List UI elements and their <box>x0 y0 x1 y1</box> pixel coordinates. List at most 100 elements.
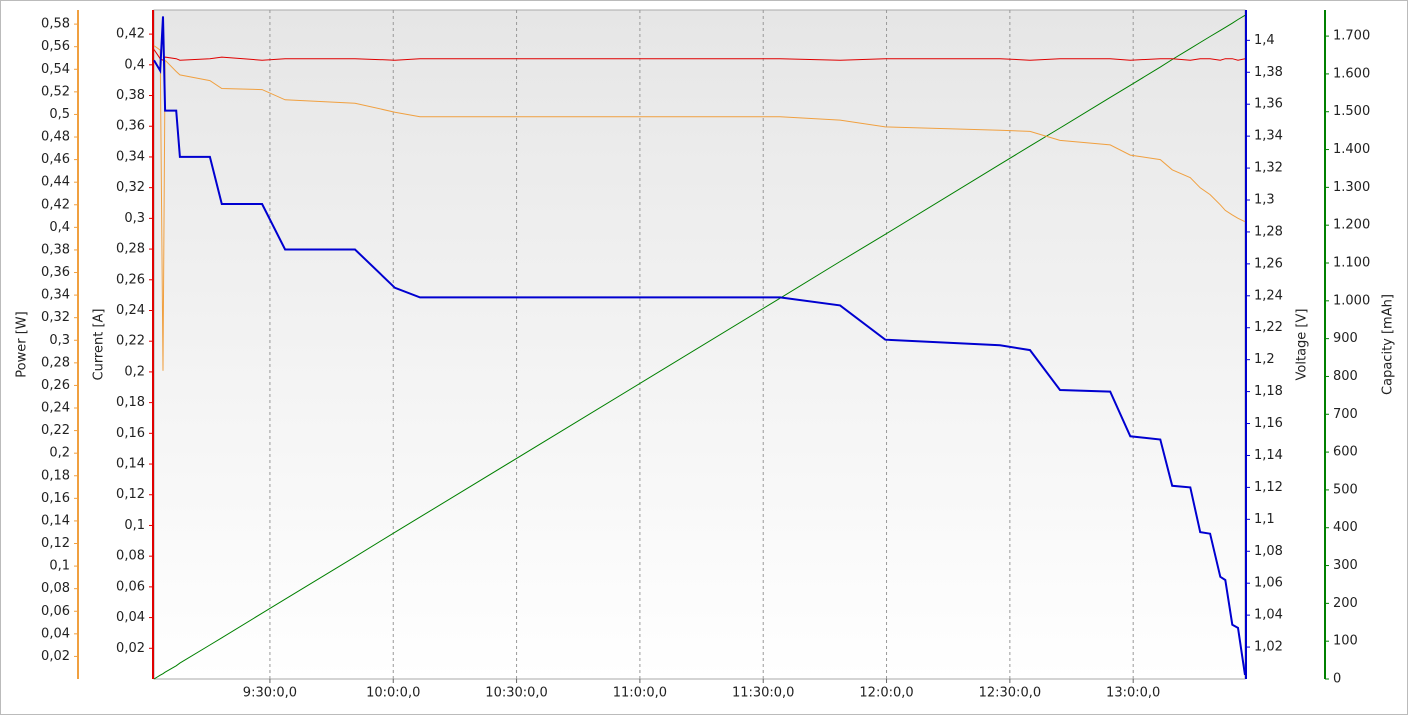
y-tick-label: 0,14 <box>41 513 70 528</box>
y-tick-label: 0,02 <box>41 649 70 664</box>
y-tick-label: 800 <box>1333 369 1358 384</box>
y-tick-label: 1,06 <box>1254 576 1283 591</box>
y-tick-label: 0,22 <box>116 334 145 349</box>
y-tick-label: 1.600 <box>1333 66 1370 81</box>
y-tick-label: 0,58 <box>41 17 70 32</box>
y-tick-label: 1,18 <box>1254 384 1283 399</box>
y-tick-label: 200 <box>1333 596 1358 611</box>
y-tick-label: 300 <box>1333 558 1358 573</box>
y-tick-label: 0,42 <box>116 27 145 42</box>
x-tick-label: 10:0:0,0 <box>366 686 420 701</box>
y-tick-label: 1,32 <box>1254 161 1283 176</box>
y-tick-label: 0,38 <box>116 88 145 103</box>
y-tick-label: 0,04 <box>41 626 70 641</box>
y-tick-label: 0,08 <box>41 581 70 596</box>
y-tick-label: 500 <box>1333 482 1358 497</box>
x-tick-label: 12:30:0,0 <box>979 686 1042 701</box>
y-tick-label: 1,38 <box>1254 65 1283 80</box>
y-tick-label: 1.000 <box>1333 293 1370 308</box>
y-tick-label: 1,08 <box>1254 544 1283 559</box>
y-tick-label: 0,16 <box>41 491 70 506</box>
y-tick-label: 0,26 <box>41 378 70 393</box>
y-tick-label: 1,2 <box>1254 352 1275 367</box>
y-tick-label: 0,1 <box>49 559 70 574</box>
y-tick-label: 0,12 <box>41 536 70 551</box>
y-tick-label: 1,12 <box>1254 480 1283 495</box>
axis-title: Current [A] <box>92 309 107 381</box>
y-tick-label: 0,52 <box>41 84 70 99</box>
y-tick-label: 0,3 <box>124 211 145 226</box>
y-tick-label: 0,5 <box>49 107 70 122</box>
axis-title: Voltage [V] <box>1295 309 1310 381</box>
y-tick-label: 1,24 <box>1254 288 1283 303</box>
y-tick-label: 100 <box>1333 634 1358 649</box>
y-tick-label: 0,56 <box>41 39 70 54</box>
series-line <box>153 49 1246 61</box>
y-tick-label: 0,02 <box>116 641 145 656</box>
y-tick-label: 1.400 <box>1333 142 1370 157</box>
y-tick-label: 0,44 <box>41 175 70 190</box>
y-tick-label: 1,1 <box>1254 512 1275 527</box>
y-tick-label: 0,24 <box>116 303 145 318</box>
y-tick-label: 1.500 <box>1333 104 1370 119</box>
axis-title: Power [W] <box>15 311 30 377</box>
y-tick-label: 1,02 <box>1254 640 1283 655</box>
y-tick-label: 0,48 <box>41 130 70 145</box>
y-tick-label: 0,4 <box>49 220 70 235</box>
y-tick-label: 900 <box>1333 331 1358 346</box>
y-tick-label: 0,36 <box>41 265 70 280</box>
y-tick-label: 1.700 <box>1333 29 1370 44</box>
y-tick-label: 400 <box>1333 520 1358 535</box>
y-tick-label: 0,28 <box>116 242 145 257</box>
y-tick-label: 1,34 <box>1254 129 1283 144</box>
y-tick-label: 1,26 <box>1254 256 1283 271</box>
y-tick-label: 1.300 <box>1333 180 1370 195</box>
y-tick-label: 0,06 <box>116 579 145 594</box>
y-tick-label: 0,06 <box>41 604 70 619</box>
x-tick-label: 10:30:0,0 <box>485 686 548 701</box>
y-tick-label: 600 <box>1333 445 1358 460</box>
y-tick-label: 0,24 <box>41 401 70 416</box>
y-tick-label: 0,18 <box>41 468 70 483</box>
axis-title: Capacity [mAh] <box>1381 294 1396 395</box>
y-tick-label: 0,26 <box>116 272 145 287</box>
y-tick-label: 0,4 <box>124 57 145 72</box>
y-tick-label: 0,34 <box>116 149 145 164</box>
x-tick-label: 11:30:0,0 <box>732 686 795 701</box>
y-tick-label: 0,16 <box>116 426 145 441</box>
y-tick-label: 1.100 <box>1333 256 1370 271</box>
y-tick-label: 700 <box>1333 407 1358 422</box>
y-tick-label: 0,14 <box>116 457 145 472</box>
y-tick-label: 1,04 <box>1254 608 1283 623</box>
x-tick-label: 13:0:0,0 <box>1106 686 1160 701</box>
y-tick-label: 1,3 <box>1254 193 1275 208</box>
y-tick-label: 1,4 <box>1254 33 1275 48</box>
y-tick-label: 1,14 <box>1254 448 1283 463</box>
y-tick-label: 1,28 <box>1254 224 1283 239</box>
x-tick-label: 11:0:0,0 <box>613 686 667 701</box>
y-tick-label: 0,42 <box>41 197 70 212</box>
y-tick-label: 0,32 <box>116 180 145 195</box>
y-tick-label: 0,22 <box>41 423 70 438</box>
y-tick-label: 1,16 <box>1254 416 1283 431</box>
y-tick-label: 0,46 <box>41 152 70 167</box>
y-tick-label: 0 <box>1333 672 1341 687</box>
y-tick-label: 0,1 <box>124 518 145 533</box>
y-tick-label: 0,04 <box>116 610 145 625</box>
series-line <box>153 14 1246 680</box>
y-tick-label: 0,32 <box>41 310 70 325</box>
y-tick-label: 0,28 <box>41 355 70 370</box>
y-tick-label: 1,36 <box>1254 97 1283 112</box>
y-tick-label: 1,22 <box>1254 320 1283 335</box>
y-tick-label: 0,36 <box>116 119 145 134</box>
series-line <box>153 45 1246 371</box>
x-tick-label: 9:30:0,0 <box>243 686 297 701</box>
y-tick-label: 0,2 <box>49 446 70 461</box>
series-line <box>153 16 1246 676</box>
y-tick-label: 0,54 <box>41 62 70 77</box>
y-tick-label: 0,3 <box>49 333 70 348</box>
y-tick-label: 0,12 <box>116 487 145 502</box>
y-tick-label: 0,08 <box>116 549 145 564</box>
y-tick-label: 1.200 <box>1333 218 1370 233</box>
